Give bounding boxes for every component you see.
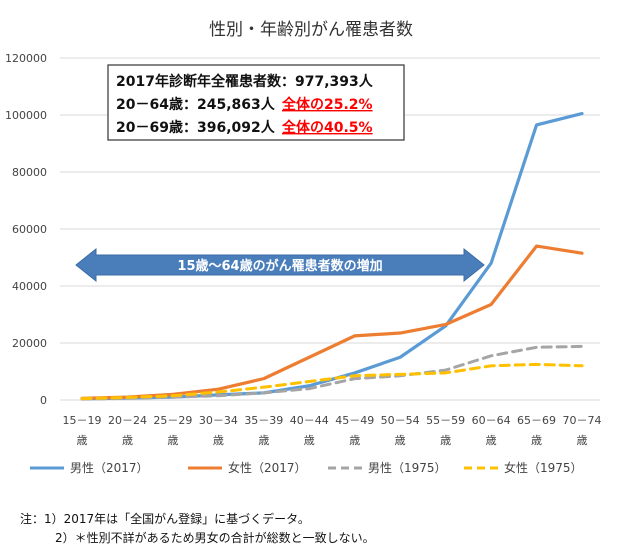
legend-label: 女性（2017） xyxy=(228,460,307,475)
chart-title: 性別・年齢別がん罹患者数 xyxy=(209,20,413,40)
y-tick-label: 120000 xyxy=(5,52,47,65)
annotation-line-2: 20－64歳：245,863人 xyxy=(116,96,276,113)
x-tick-label: 35－39 歳 xyxy=(244,414,283,447)
legend: 男性（2017） 女性（2017） 男性（1975） 女性（1975） xyxy=(30,460,583,475)
note-2: 2）＊性別不詳があるため男女の合計が総数と一致しない。 xyxy=(55,531,375,545)
annotation-line-3-highlight: 全体の40.5% xyxy=(281,119,373,136)
x-tick-label: 65－69 歳 xyxy=(517,414,556,447)
legend-label: 女性（1975） xyxy=(504,460,583,475)
y-tick-label: 100000 xyxy=(5,109,47,122)
note-1: 注：1）2017年は「全国がん登録」に基づくデータ。 xyxy=(20,512,310,526)
y-tick-label: 80000 xyxy=(12,166,47,179)
x-tick-label: 20－24 歳 xyxy=(108,414,147,447)
series-line-2 xyxy=(80,344,584,401)
x-tick-label: 25－29 歳 xyxy=(153,414,192,447)
series-lines xyxy=(80,111,584,401)
annotation-line-3: 20－69歳：396,092人 xyxy=(116,119,276,136)
x-tick-label: 70－74 歳 xyxy=(563,414,602,447)
annotation-line-2-highlight: 全体の25.2% xyxy=(281,96,373,113)
series-line-3 xyxy=(80,362,584,401)
annotation-line-1: 2017年診断年全罹患者数：977,393人 xyxy=(116,73,374,90)
legend-label: 男性（1975） xyxy=(368,461,447,475)
legend-label: 男性（2017） xyxy=(70,461,149,475)
x-tick-label: 50－54 歳 xyxy=(381,414,420,447)
range-arrow: 15歳～64歳のがん罹患者数の増加 xyxy=(75,247,485,283)
double-arrow-shape xyxy=(75,247,485,283)
y-tick-label: 40000 xyxy=(12,280,47,293)
x-tick-label: 15－19 歳 xyxy=(63,414,102,447)
x-tick-label: 55－59 歳 xyxy=(426,414,465,447)
y-tick-label: 60000 xyxy=(12,223,47,236)
x-tick-label: 30－34 歳 xyxy=(199,414,238,447)
y-axis: 0 20000 40000 60000 80000 100000 120000 xyxy=(5,52,47,407)
x-axis: 15－19 歳20－24 歳25－29 歳30－34 歳35－39 歳40－44 歳45－4… xyxy=(63,414,602,447)
annotation-box: 2017年診断年全罹患者数：977,393人 20－64歳：245,863人 全… xyxy=(107,64,405,141)
x-tick-label: 45－49 歳 xyxy=(335,414,374,447)
x-tick-label: 60－64 歳 xyxy=(472,414,511,447)
arrow-label: 15歳～64歳のがん罹患者数の増加 xyxy=(177,258,382,274)
y-tick-label: 0 xyxy=(40,394,47,407)
x-tick-label: 40－44 歳 xyxy=(290,414,329,447)
y-tick-label: 20000 xyxy=(12,337,47,350)
